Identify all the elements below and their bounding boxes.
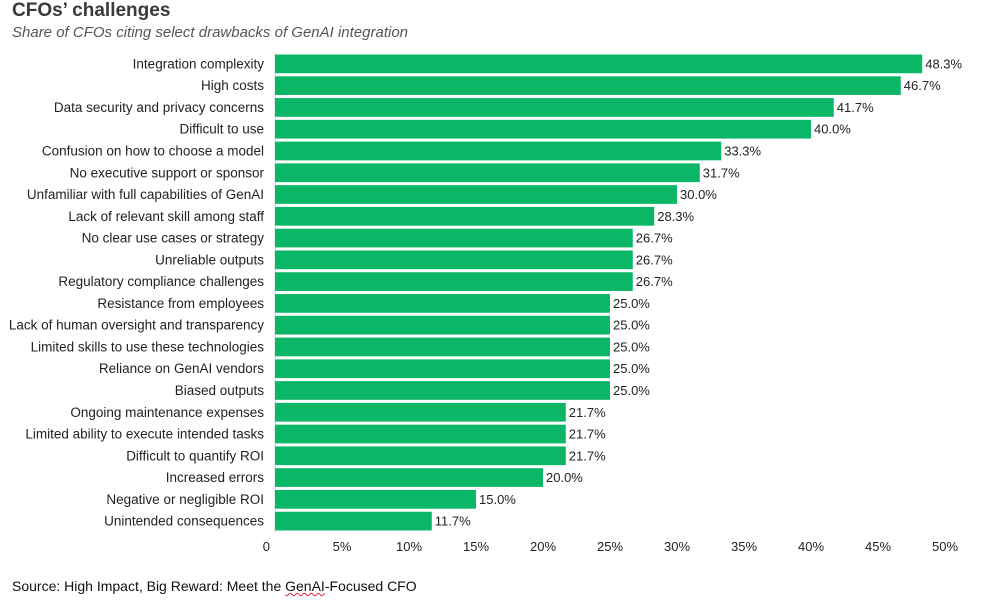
data-label: 11.7% (435, 514, 471, 529)
data-label: 41.7% (837, 100, 874, 115)
category-label: No executive support or sponsor (70, 165, 265, 180)
bar (275, 446, 566, 466)
x-tick-label: 50% (932, 539, 958, 554)
category-label: Biased outputs (175, 383, 265, 398)
x-tick-label: 15% (463, 539, 489, 554)
bar (275, 185, 677, 204)
data-label: 25.0% (613, 318, 650, 333)
bar (275, 381, 610, 400)
category-label: Lack of human oversight and transparency (9, 318, 264, 333)
category-label: Limited ability to execute intended task… (25, 427, 264, 442)
data-label: 30.0% (680, 187, 717, 202)
bar (275, 141, 722, 161)
bar (275, 76, 901, 96)
bar (275, 54, 923, 74)
x-tick-label: 45% (865, 539, 891, 554)
category-label: Resistance from employees (97, 296, 264, 311)
bar (275, 359, 610, 379)
data-label: 20.0% (546, 470, 583, 485)
category-label: Difficult to use (179, 122, 264, 137)
data-label: 25.0% (613, 383, 650, 398)
category-label: Unfamiliar with full capabilities of Gen… (27, 187, 264, 202)
category-label: Negative or negligible ROI (106, 492, 264, 507)
x-tick-label: 5% (333, 539, 352, 554)
bar (275, 294, 610, 313)
category-label: Unreliable outputs (155, 252, 264, 267)
data-label: 46.7% (904, 78, 941, 93)
x-tick-label: 30% (664, 539, 690, 554)
data-label: 31.7% (703, 165, 740, 180)
x-tick-label: 25% (597, 539, 623, 554)
data-label: 25.0% (613, 339, 650, 354)
bar (275, 315, 610, 335)
data-label: 21.7% (569, 448, 606, 463)
x-tick-label: 10% (396, 539, 422, 554)
data-label: 21.7% (569, 405, 606, 420)
bar (275, 206, 655, 226)
data-label: 25.0% (613, 361, 650, 376)
category-label: Increased errors (166, 470, 265, 485)
bar (275, 489, 476, 509)
source-suffix: -Focused CFO (324, 578, 417, 594)
data-label: 26.7% (636, 231, 673, 246)
data-label: 26.7% (636, 274, 673, 289)
bar (275, 402, 566, 422)
bar (275, 511, 432, 531)
data-label: 25.0% (613, 296, 650, 311)
category-label: Limited skills to use these technologies (31, 339, 265, 354)
bar (275, 98, 834, 117)
data-label: 26.7% (636, 252, 673, 267)
category-label: Confusion on how to choose a model (42, 143, 264, 158)
category-label: Lack of relevant skill among staff (68, 209, 264, 224)
bar (275, 228, 633, 248)
category-label: High costs (201, 78, 264, 93)
category-label: Regulatory compliance challenges (58, 274, 264, 289)
category-label: Reliance on GenAI vendors (99, 361, 264, 376)
data-label: 21.7% (569, 427, 606, 442)
x-tick-label: 0 (263, 539, 270, 554)
source-note: Source: High Impact, Big Reward: Meet th… (12, 578, 417, 594)
source-prefix: Source: High Impact, Big Reward: Meet th… (12, 578, 286, 594)
x-tick-label: 35% (731, 539, 757, 554)
bar (275, 272, 633, 291)
data-label: 48.3% (925, 56, 962, 71)
category-label: Data security and privacy concerns (54, 100, 264, 115)
category-label: Difficult to quantify ROI (126, 448, 264, 463)
bar (275, 163, 700, 183)
category-label: No clear use cases or strategy (82, 231, 265, 246)
category-label: Ongoing maintenance expenses (70, 405, 264, 420)
data-label: 40.0% (814, 122, 851, 137)
bar (275, 424, 566, 444)
chart-subtitle: Share of CFOs citing select drawbacks of… (12, 24, 409, 41)
bar (275, 337, 610, 357)
x-tick-label: 40% (798, 539, 824, 554)
data-label: 33.3% (724, 143, 761, 158)
bar (275, 468, 543, 487)
category-label: Integration complexity (133, 56, 265, 71)
chart-title: CFOs’ challenges (12, 0, 171, 21)
category-label: Unintended consequences (104, 514, 264, 529)
bar (275, 119, 811, 139)
data-label: 28.3% (657, 209, 694, 224)
data-label: 15.0% (479, 492, 516, 507)
bar (275, 250, 633, 270)
source-genai: GenAI (285, 578, 325, 594)
x-tick-label: 20% (530, 539, 556, 554)
